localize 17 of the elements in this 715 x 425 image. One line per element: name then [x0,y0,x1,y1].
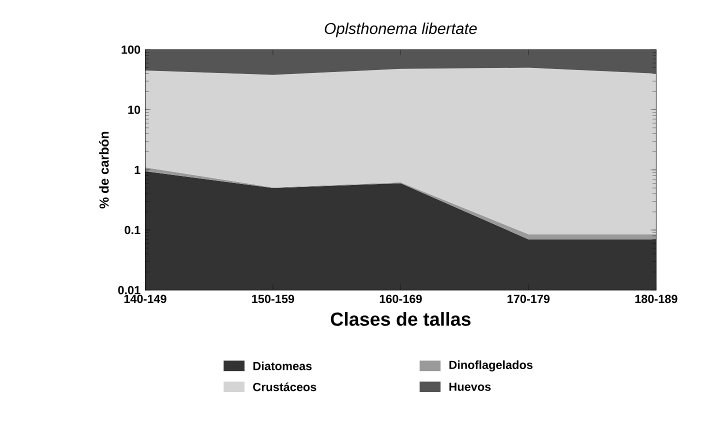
x-axis-title: Clases de tallas [330,312,471,326]
y-axis-title: % de carbón [99,132,109,209]
legend-label: Dinoflagelados [449,360,532,372]
x-tick-label: 150-159 [252,294,294,304]
legend-label: Crustáceos [253,382,316,392]
y-tick-label: 1 [134,166,140,174]
y-tick-label: 100 [122,46,140,54]
y-tick-label: 0.1 [124,226,140,234]
y-tick-label: 10 [128,106,140,114]
x-tick-label: 160-169 [380,294,422,304]
x-tick-label: 140-149 [124,294,166,304]
y-tick-label: 0.01 [118,286,140,294]
chart-title: Oplsthonema libertate [324,22,477,38]
legend-label: Huevos [449,382,491,392]
x-tick-label: 170-179 [508,294,550,304]
x-tick-label: 180-189 [635,294,678,304]
legend-label: Diatomeas [253,362,312,370]
